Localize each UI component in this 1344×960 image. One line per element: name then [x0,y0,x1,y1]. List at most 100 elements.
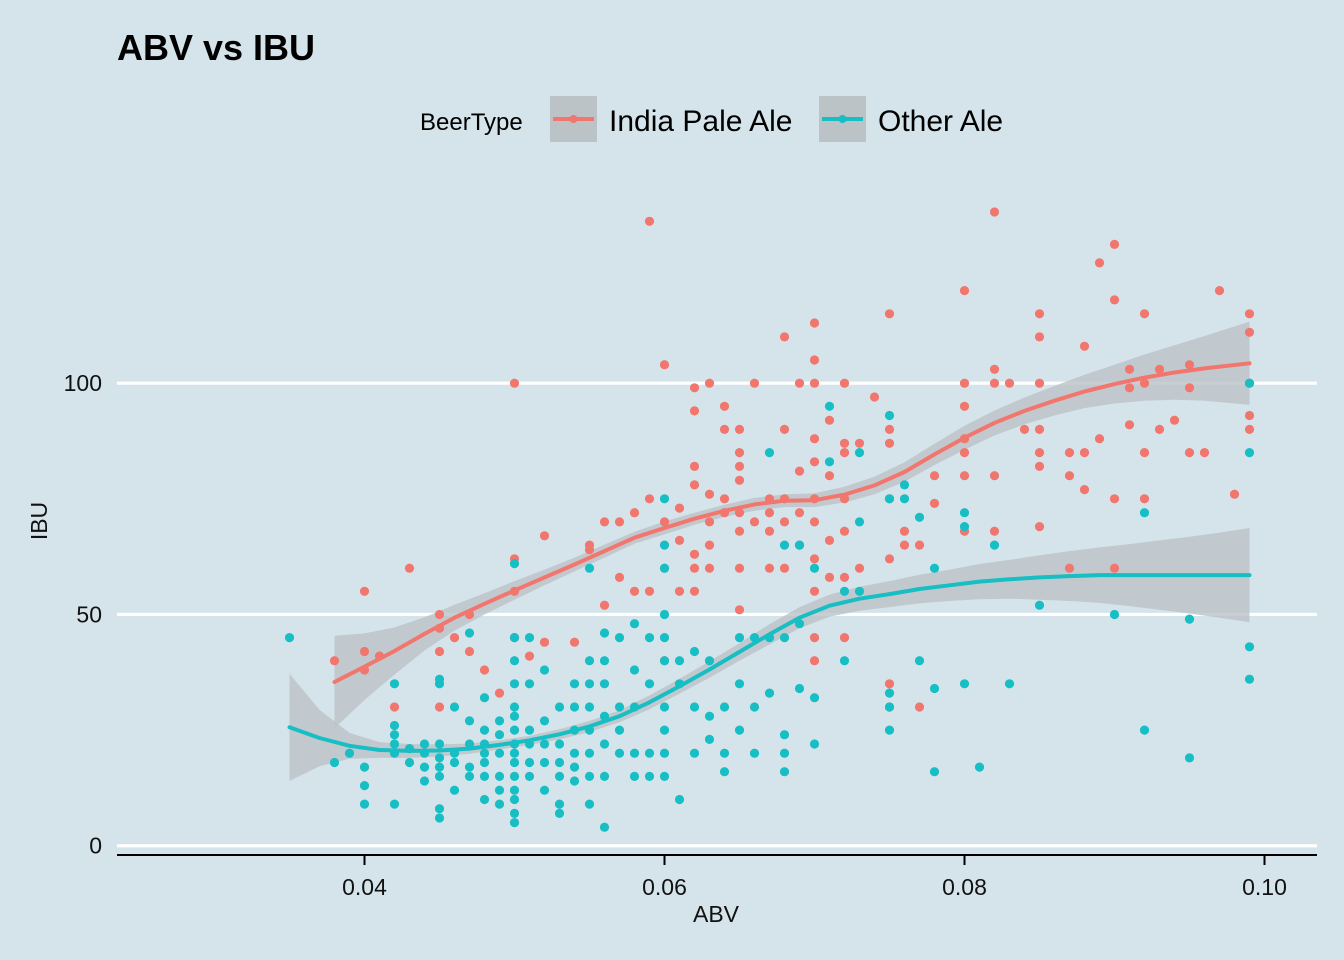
point-other-ale-167 [884,725,895,735]
point-other-ale-58 [509,771,520,782]
x-tick-label-1: 0.06 [642,874,687,900]
point-india-pale-ale-32 [644,216,655,226]
point-other-ale-76 [554,757,565,768]
point-other-ale-94 [599,628,610,638]
point-other-ale-21 [434,753,445,763]
point-other-ale-148 [779,748,790,758]
point-other-ale-24 [434,804,445,814]
point-india-pale-ale-104 [854,563,865,573]
point-india-pale-ale-145 [1079,485,1090,495]
point-india-pale-ale-141 [1064,471,1075,481]
point-other-ale-75 [554,739,565,749]
point-other-ale-147 [779,730,790,740]
point-india-pale-ale-161 [1169,415,1180,425]
point-india-pale-ale-167 [1229,489,1240,499]
point-other-ale-169 [899,494,910,504]
point-other-ale-144 [764,688,775,698]
point-india-pale-ale-162 [1184,360,1195,370]
point-other-ale-121 [659,725,670,735]
point-other-ale-186 [1184,753,1195,763]
point-india-pale-ale-42 [689,383,700,393]
point-other-ale-123 [659,771,670,782]
point-other-ale-145 [779,540,790,550]
point-india-pale-ale-92 [824,415,835,425]
point-other-ale-104 [614,748,625,758]
point-india-pale-ale-132 [1019,424,1030,434]
point-india-pale-ale-111 [884,679,895,689]
point-other-ale-149 [779,767,790,777]
point-other-ale-128 [689,702,700,712]
point-india-pale-ale-46 [689,549,700,559]
point-india-pale-ale-51 [704,517,715,527]
point-other-ale-61 [509,808,520,819]
point-other-ale-57 [509,757,520,768]
legend-title: BeerType [420,109,523,136]
point-india-pale-ale-150 [1109,494,1120,504]
point-india-pale-ale-147 [1094,434,1105,444]
point-india-pale-ale-50 [704,489,715,499]
point-india-pale-ale-61 [734,475,745,485]
point-other-ale-12 [404,757,415,768]
point-india-pale-ale-171 [1244,410,1255,421]
point-india-pale-ale-106 [884,309,895,319]
point-india-pale-ale-77 [794,378,805,388]
point-india-pale-ale-88 [809,554,820,564]
point-other-ale-23 [434,771,445,782]
point-india-pale-ale-26 [599,517,610,527]
point-other-ale-62 [509,818,520,828]
point-other-ale-171 [914,656,925,666]
point-india-pale-ale-39 [674,503,685,513]
point-india-pale-ale-41 [674,586,685,596]
point-india-pale-ale-11 [449,633,460,643]
point-other-ale-110 [644,633,655,643]
point-other-ale-190 [1244,674,1255,684]
point-india-pale-ale-160 [1154,424,1165,434]
legend-entry-india-pale-ale: India Pale Ale [550,96,792,142]
point-other-ale-91 [584,748,595,758]
point-other-ale-170 [914,512,925,522]
point-india-pale-ale-115 [914,540,925,550]
point-india-pale-ale-156 [1139,378,1150,388]
point-india-pale-ale-146 [1094,258,1105,268]
point-india-pale-ale-103 [854,438,865,448]
point-india-pale-ale-52 [704,540,715,550]
point-other-ale-41 [479,794,490,805]
point-india-pale-ale-151 [1109,563,1120,573]
point-other-ale-28 [449,757,460,768]
point-other-ale-127 [689,646,700,657]
point-other-ale-11 [389,799,400,809]
point-other-ale-135 [719,767,730,777]
point-other-ale-79 [554,799,565,809]
point-india-pale-ale-40 [674,535,685,546]
point-india-pale-ale-82 [809,355,820,365]
point-india-pale-ale-72 [779,332,790,342]
point-india-pale-ale-97 [839,438,850,448]
point-india-pale-ale-123 [959,448,970,458]
point-india-pale-ale-119 [959,286,970,296]
y-axis-title: IBU [26,502,52,540]
point-india-pale-ale-7 [434,609,445,620]
point-other-ale-118 [659,633,670,643]
y-tick-label-0: 0 [89,833,102,859]
point-india-pale-ale-78 [794,466,805,476]
point-india-pale-ale-172 [1244,424,1255,434]
point-india-pale-ale-83 [809,378,820,388]
point-other-ale-103 [614,725,625,735]
point-india-pale-ale-126 [989,207,1000,217]
point-other-ale-1 [329,757,340,768]
point-other-ale-181 [1034,600,1045,610]
point-other-ale-184 [1139,725,1150,735]
point-other-ale-161 [854,517,865,527]
point-india-pale-ale-62 [734,508,745,518]
point-india-pale-ale-73 [779,424,790,434]
point-other-ale-33 [464,762,475,772]
point-india-pale-ale-20 [524,651,535,661]
point-other-ale-165 [884,688,895,698]
point-other-ale-158 [839,586,850,596]
point-other-ale-54 [509,725,520,735]
point-india-pale-ale-127 [989,364,1000,374]
point-other-ale-162 [854,586,865,596]
point-india-pale-ale-48 [689,586,700,596]
point-other-ale-17 [419,776,430,786]
